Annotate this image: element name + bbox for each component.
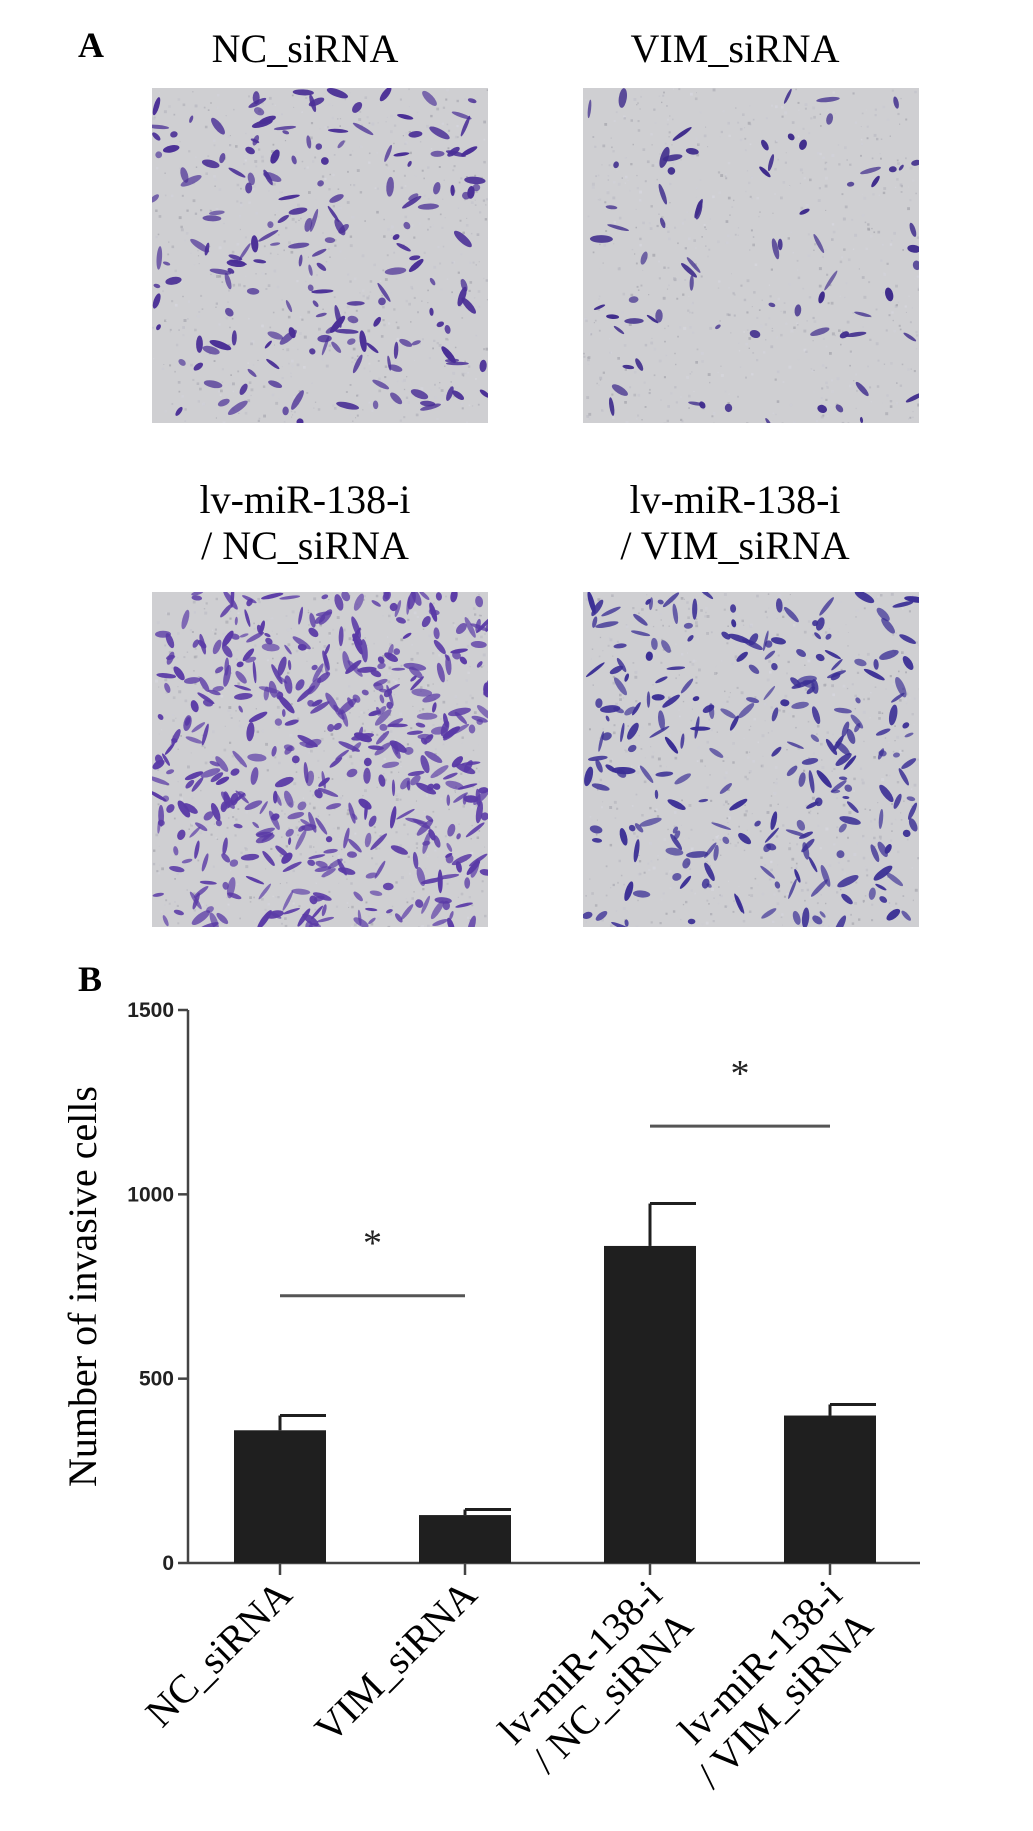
- panel-a-letter: A: [78, 25, 104, 65]
- micrograph-background: [583, 592, 919, 927]
- panel-b-letter: B: [78, 959, 103, 999]
- micrograph-background: [583, 88, 919, 423]
- bar: [234, 1430, 326, 1563]
- micrograph-canvas: [152, 88, 488, 423]
- image-label-line: NC_siRNA: [211, 26, 399, 71]
- stained-cells: [152, 88, 488, 423]
- bar: [604, 1245, 696, 1563]
- x-tick-label: lv-miR-138-i/ NC_siRNA: [489, 1572, 701, 1782]
- micrograph-nc-sirna: [152, 88, 488, 423]
- bar-chart: 0 500 1000 1500 Number of invasive cells NC_s…: [60, 999, 920, 1797]
- image-label-nc-sirna: NC_siRNA: [150, 26, 460, 72]
- membrane-texture: [585, 592, 919, 927]
- stained-cells: [587, 88, 919, 423]
- image-label-line: / VIM_siRNA: [620, 523, 850, 568]
- y-tick-label: 1000: [127, 1183, 174, 1206]
- image-label-line: lv-miR-138-i: [199, 477, 411, 522]
- stained-cells: [583, 592, 919, 927]
- image-label-line: VIM_siRNA: [630, 26, 840, 71]
- membrane-texture: [583, 88, 919, 423]
- significance-marker: *: [731, 1053, 750, 1095]
- y-tick-label: 500: [139, 1368, 174, 1391]
- micrograph-vim-sirna: [583, 88, 919, 423]
- image-label-lv-nc-sirna: lv-miR-138-i / NC_siRNA: [145, 477, 465, 569]
- micrograph-canvas: [583, 88, 919, 423]
- significance-marker: *: [363, 1223, 382, 1265]
- x-tick-label-line: NC_siRNA: [137, 1571, 301, 1735]
- image-label-line: / NC_siRNA: [201, 523, 409, 568]
- bar: [784, 1415, 876, 1563]
- micrograph-canvas: [152, 592, 488, 927]
- y-tick-label: 1500: [127, 999, 174, 1022]
- y-tick-label: 0: [162, 1552, 174, 1575]
- x-tick-label: lv-miR-138-i/ VIM_siRNA: [669, 1572, 881, 1797]
- image-label-vim-sirna: VIM_siRNA: [580, 26, 890, 72]
- micrograph-canvas: [583, 592, 919, 927]
- x-tick-label-line: VIM_siRNA: [306, 1571, 486, 1751]
- bar: [419, 1515, 511, 1563]
- stained-cells: [152, 592, 488, 927]
- micrograph-lv-nc-sirna: [152, 592, 488, 927]
- micrograph-lv-vim-sirna: [583, 592, 919, 927]
- micrograph-background: [152, 88, 488, 423]
- y-axis-label: Number of invasive cells: [60, 1086, 105, 1487]
- x-tick-label: VIM_siRNA: [306, 1571, 486, 1751]
- image-label-line: lv-miR-138-i: [629, 477, 841, 522]
- x-tick-label: NC_siRNA: [137, 1571, 301, 1735]
- image-label-lv-vim-sirna: lv-miR-138-i / VIM_siRNA: [570, 477, 900, 569]
